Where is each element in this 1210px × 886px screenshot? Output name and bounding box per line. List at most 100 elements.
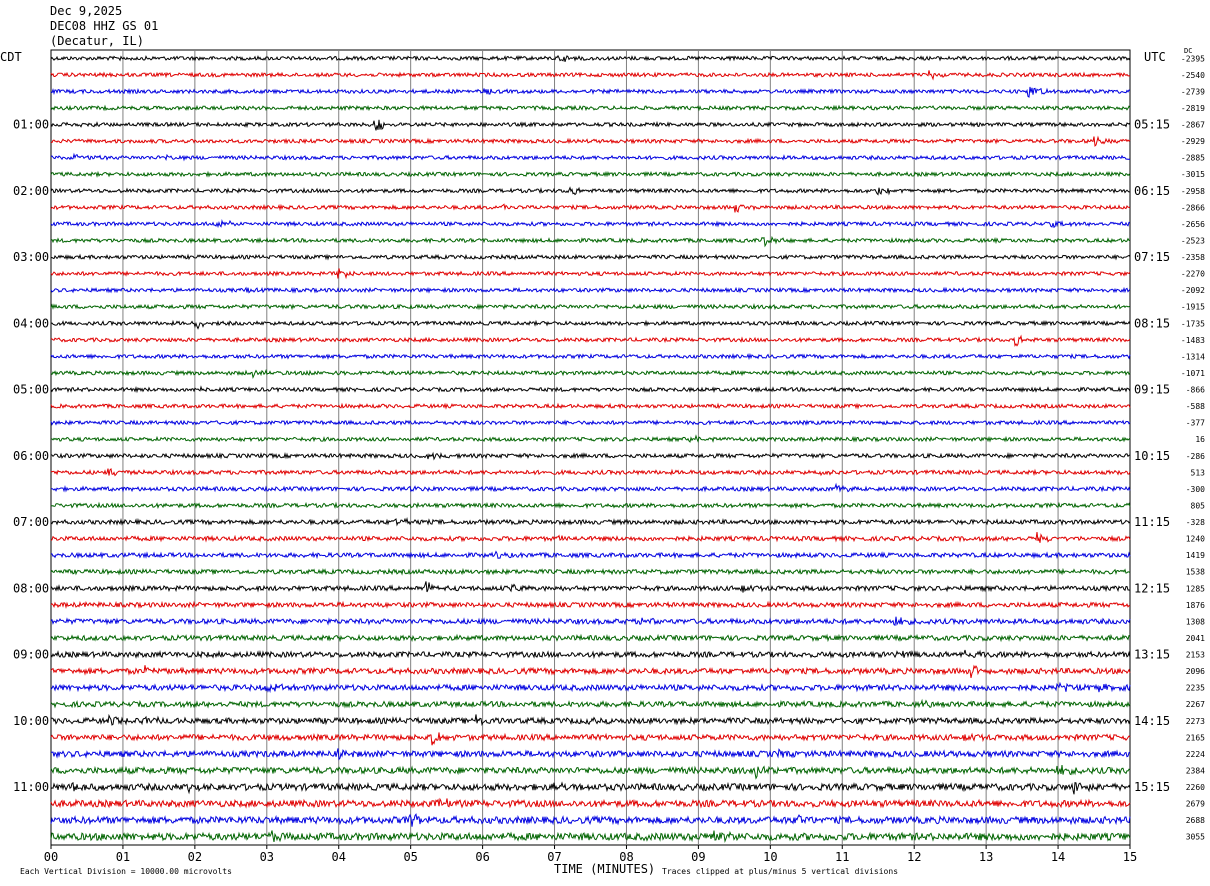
clip-note: Traces clipped at plus/minus 5 vertical … [662, 867, 899, 876]
dc-offset-value: -2867 [1181, 121, 1205, 130]
dc-offset-value: 1419 [1186, 551, 1205, 560]
dc-offset-value: 2041 [1186, 634, 1205, 643]
utc-hour-label: 07:15 [1134, 250, 1170, 264]
seismic-trace-row [50, 764, 1131, 780]
seismic-trace-row [50, 253, 1131, 261]
seismic-trace-row [50, 713, 1131, 726]
dc-offset-value: -2270 [1181, 270, 1205, 279]
dc-offset-value: -377 [1186, 419, 1205, 428]
dc-offset-header: DC [1184, 47, 1193, 55]
cdt-hour-label: 01:00 [13, 118, 49, 132]
dc-offset-value: -1735 [1181, 319, 1205, 328]
seismic-trace-row [50, 54, 1131, 62]
cdt-hour-label: 03:00 [13, 250, 49, 264]
utc-hour-label: 08:15 [1134, 316, 1170, 330]
seismic-trace-row [50, 813, 1131, 827]
x-tick-label: 06 [475, 850, 489, 864]
dc-offset-value: 3055 [1186, 833, 1205, 842]
x-tick-label: 09 [691, 850, 705, 864]
seismic-trace-row [50, 170, 1131, 178]
dc-offset-value: -2929 [1181, 137, 1205, 146]
right-timezone-label: UTC [1144, 50, 1166, 64]
seismic-trace-row [50, 451, 1131, 461]
dc-offset-value: -2739 [1181, 87, 1205, 96]
seismic-trace-row [50, 235, 1131, 248]
x-tick-label: 00 [44, 850, 58, 864]
utc-hour-label: 15:15 [1134, 780, 1170, 794]
dc-offset-value: -866 [1186, 386, 1205, 395]
seismic-trace-row [50, 567, 1131, 576]
dc-offset-value: 2235 [1186, 684, 1205, 693]
seismic-trace-row [50, 830, 1131, 844]
dc-offset-value: 2384 [1186, 766, 1205, 775]
seismic-trace-row [50, 649, 1131, 660]
dc-offset-value: -3015 [1181, 170, 1205, 179]
seismic-trace-row [50, 581, 1131, 593]
plot-frame [50, 49, 1131, 846]
x-tick-label: 01 [116, 850, 130, 864]
dc-offset-value: 2153 [1186, 651, 1205, 660]
dc-offset-value: -286 [1186, 452, 1205, 461]
seismic-trace-row [50, 681, 1131, 694]
cdt-hour-label: 02:00 [13, 184, 49, 198]
dc-offset-value: 1240 [1186, 535, 1205, 544]
dc-offset-value: -328 [1186, 518, 1205, 527]
utc-hour-label: 13:15 [1134, 648, 1170, 662]
seismic-trace-row [50, 748, 1131, 761]
seismic-trace-row [50, 286, 1131, 294]
dc-offset-value: -1483 [1181, 336, 1205, 345]
x-tick-label: 13 [979, 850, 993, 864]
seismic-trace-row [50, 600, 1131, 609]
seismic-trace-row [50, 434, 1131, 443]
seismic-trace-row [50, 517, 1131, 527]
station-code: DEC08 HHZ GS 01 [50, 19, 159, 33]
cdt-hour-label: 07:00 [13, 515, 49, 529]
utc-hour-label: 05:15 [1134, 118, 1170, 132]
seismic-trace-row [50, 732, 1131, 746]
cdt-hour-label: 09:00 [13, 648, 49, 662]
dc-offset-value: 2273 [1186, 717, 1205, 726]
seismic-trace-row [50, 203, 1131, 213]
dc-offset-value: -2523 [1181, 236, 1205, 245]
x-tick-label: 02 [188, 850, 202, 864]
x-tick-label: 05 [403, 850, 417, 864]
dc-offset-value: 16 [1195, 435, 1205, 444]
x-tick-label: 14 [1051, 850, 1065, 864]
station-location: (Decatur, IL) [50, 34, 144, 48]
x-tick-label: 12 [907, 850, 921, 864]
utc-hour-label: 10:15 [1134, 449, 1170, 463]
seismic-trace-row [50, 119, 1131, 131]
seismic-trace-row [50, 482, 1131, 493]
utc-hour-label: 12:15 [1134, 581, 1170, 595]
dc-offset-value: -2885 [1181, 154, 1205, 163]
utc-hour-label: 09:15 [1134, 383, 1170, 397]
seismic-trace-row [50, 219, 1131, 229]
seismic-trace-row [50, 664, 1131, 679]
utc-hour-label: 06:15 [1134, 184, 1170, 198]
cdt-hour-label: 06:00 [13, 449, 49, 463]
dc-offset-value: -2540 [1181, 71, 1205, 80]
seismic-trace-row [50, 797, 1131, 809]
dc-offset-value: 2224 [1186, 750, 1205, 759]
dc-offset-value: 2165 [1186, 733, 1205, 742]
helicorder-date: Dec 9,2025 [50, 4, 123, 18]
dc-offset-value: -1071 [1181, 369, 1205, 378]
x-tick-label: 11 [835, 850, 849, 864]
x-tick-label: 08 [619, 850, 633, 864]
seismic-trace-row [50, 402, 1131, 410]
seismic-trace-row [50, 104, 1131, 112]
seismic-trace-row [51, 135, 1131, 147]
utc-hour-label: 11:15 [1134, 515, 1170, 529]
cdt-hour-label: 11:00 [13, 780, 49, 794]
dc-offset-value: 2267 [1186, 700, 1205, 709]
cdt-hour-label: 05:00 [13, 383, 49, 397]
dc-offset-value: 1308 [1186, 617, 1205, 626]
dc-offset-value: -2866 [1181, 203, 1205, 212]
seismic-trace-row [50, 268, 1131, 280]
x-axis-label: TIME (MINUTES) [554, 862, 656, 876]
cdt-hour-label: 10:00 [13, 714, 49, 728]
dc-offset-value: 1876 [1186, 601, 1205, 610]
dc-offset-value: -588 [1186, 402, 1205, 411]
dc-offset-value: 2688 [1186, 816, 1205, 825]
cdt-hour-label: 08:00 [13, 581, 49, 595]
